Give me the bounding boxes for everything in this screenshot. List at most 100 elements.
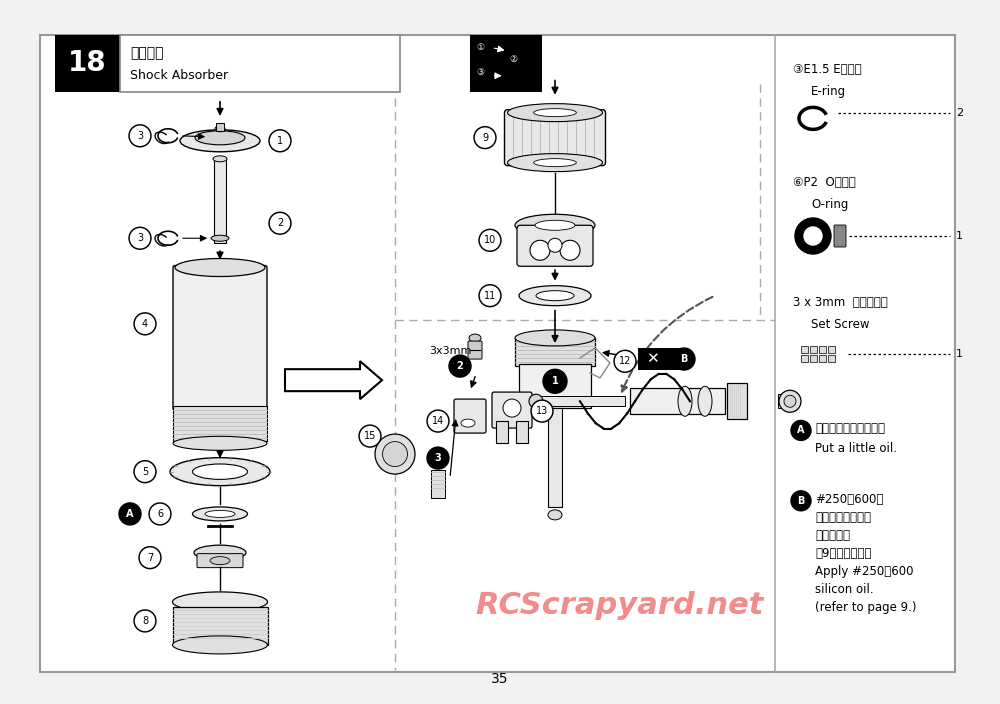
FancyBboxPatch shape [454,399,486,433]
Ellipse shape [210,557,230,565]
Text: （9ページ参照）: （9ページ参照） [815,547,872,560]
Text: 3: 3 [435,453,441,463]
Ellipse shape [536,291,574,301]
Ellipse shape [375,434,415,474]
Text: 8: 8 [142,616,148,626]
Circle shape [795,218,831,254]
Circle shape [614,351,636,372]
Text: RCScrapyard.net: RCScrapyard.net [476,591,764,620]
Text: Apply #250～600: Apply #250～600 [815,565,914,578]
Circle shape [149,503,171,525]
Circle shape [140,548,160,568]
Ellipse shape [535,220,575,230]
Text: オイルを少し付ける。: オイルを少し付ける。 [815,422,885,435]
Ellipse shape [180,130,260,152]
Text: 1: 1 [956,348,963,358]
FancyBboxPatch shape [468,341,482,359]
Text: 15: 15 [364,431,376,441]
FancyBboxPatch shape [214,159,226,244]
Circle shape [615,351,635,372]
Ellipse shape [175,258,265,277]
Circle shape [479,230,501,251]
Text: ①: ① [476,43,484,52]
FancyBboxPatch shape [505,110,606,165]
Ellipse shape [192,507,248,521]
Circle shape [139,546,161,569]
Circle shape [449,355,471,377]
Ellipse shape [560,240,580,260]
Ellipse shape [469,334,481,342]
Text: 14: 14 [432,416,444,426]
Ellipse shape [173,592,268,612]
Circle shape [474,127,496,149]
Ellipse shape [678,386,692,416]
FancyBboxPatch shape [834,225,846,247]
Circle shape [270,213,290,234]
FancyBboxPatch shape [496,421,508,443]
FancyBboxPatch shape [630,389,725,414]
Ellipse shape [548,238,562,252]
Circle shape [135,314,155,334]
Ellipse shape [173,436,267,451]
FancyBboxPatch shape [548,408,562,507]
Circle shape [791,420,811,441]
Text: A: A [797,425,805,435]
Circle shape [129,227,151,249]
Text: 1: 1 [552,376,558,386]
Text: silicon oil.: silicon oil. [815,583,874,596]
FancyBboxPatch shape [173,607,268,645]
Ellipse shape [515,330,595,346]
Text: 3: 3 [137,233,143,244]
Ellipse shape [530,240,550,260]
Ellipse shape [779,390,801,413]
FancyBboxPatch shape [638,348,682,370]
Circle shape [269,212,291,234]
Text: 3: 3 [137,131,143,141]
FancyBboxPatch shape [517,225,593,266]
Ellipse shape [508,103,602,122]
FancyBboxPatch shape [216,122,224,131]
Circle shape [130,228,150,249]
Text: 12: 12 [619,356,631,366]
FancyBboxPatch shape [197,553,243,567]
Circle shape [135,462,155,482]
Ellipse shape [173,636,268,654]
Text: 4: 4 [142,319,148,329]
Circle shape [360,426,380,446]
Circle shape [475,127,495,148]
FancyBboxPatch shape [778,394,792,408]
Text: Shock Absorber: Shock Absorber [130,69,228,82]
Circle shape [359,425,381,447]
Text: 1: 1 [277,136,283,146]
Circle shape [543,370,567,394]
FancyBboxPatch shape [120,35,400,92]
Text: ③: ③ [476,68,484,77]
FancyBboxPatch shape [810,355,817,362]
Circle shape [428,411,448,432]
Ellipse shape [192,464,248,479]
Ellipse shape [784,395,796,408]
Ellipse shape [461,419,475,427]
Circle shape [129,125,151,147]
Circle shape [673,348,695,370]
Circle shape [119,503,141,525]
Ellipse shape [170,458,270,486]
FancyBboxPatch shape [470,35,542,92]
Ellipse shape [205,510,235,517]
Text: Put a little oil.: Put a little oil. [815,442,897,455]
Text: B: B [797,496,805,505]
Text: 2: 2 [277,218,283,228]
Text: E-ring: E-ring [811,85,846,99]
Text: 7: 7 [147,553,153,562]
FancyBboxPatch shape [516,421,528,443]
Text: 10: 10 [484,235,496,245]
Circle shape [269,130,291,152]
Text: 35: 35 [491,672,509,686]
Ellipse shape [519,286,591,306]
Circle shape [130,125,150,146]
Text: 1: 1 [956,231,963,241]
Text: 5: 5 [142,467,148,477]
Ellipse shape [698,386,712,416]
Circle shape [479,284,501,307]
Circle shape [135,610,155,631]
